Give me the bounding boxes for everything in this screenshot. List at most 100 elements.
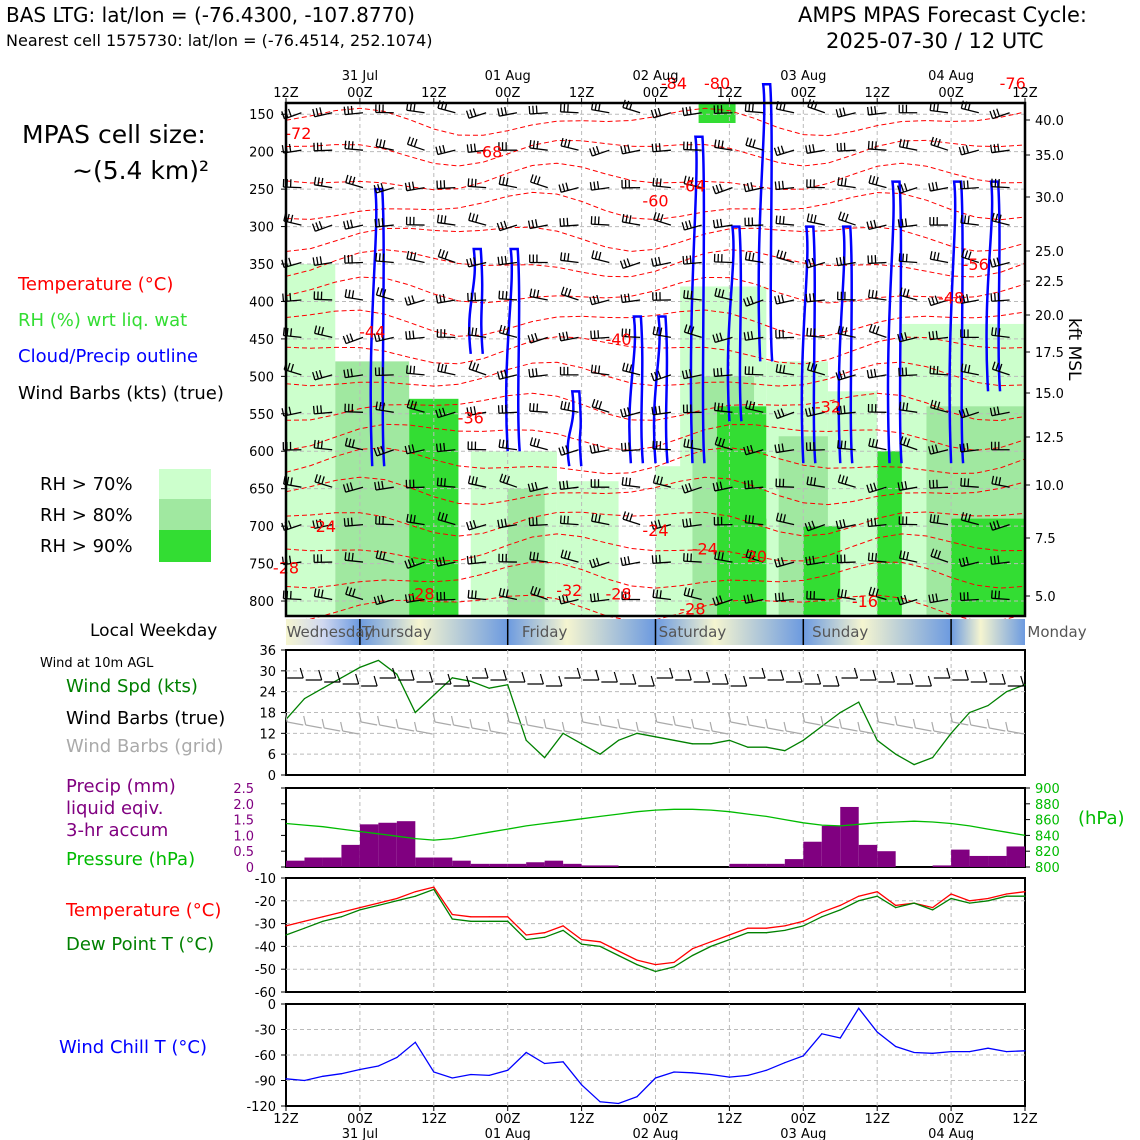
wind-barb [345, 182, 364, 189]
wind-barb-flag [967, 251, 972, 260]
wind-barb-flag [690, 177, 694, 186]
wind-barb [468, 411, 487, 417]
wind-barb-flag [839, 108, 843, 117]
wind-barb-flag [751, 103, 754, 112]
top-date-label: 04 Aug [928, 69, 974, 84]
height-tick-label: 22.5 [1035, 275, 1064, 290]
wind-barb-flag [716, 482, 720, 491]
wind-barb-flag [654, 257, 658, 266]
wind-barb-flag [567, 551, 571, 560]
wind-barb-flag [744, 103, 747, 112]
wind-barb-flag [321, 476, 325, 485]
windchill-line-point [932, 1052, 934, 1054]
wind-barb-flag [313, 588, 317, 597]
wind-barb-flag [345, 586, 349, 595]
wind-barb-flag [963, 180, 966, 189]
wind-barb [376, 145, 394, 151]
bottom-date-label: 02 Aug [632, 1127, 678, 1140]
wind-barb [899, 336, 918, 343]
wind-barb-true [761, 667, 766, 679]
wind-barb-flag [811, 257, 816, 266]
windchill-line-point [876, 1031, 878, 1033]
wind-barb-grid [619, 727, 636, 732]
top-hour-label: 00Z [495, 86, 521, 101]
wind-barb-flag [626, 407, 631, 416]
wind-barb-flag [873, 482, 877, 491]
wind-barb-true [502, 669, 508, 681]
wind-barb-flag [565, 331, 569, 340]
wind-barb-flag [998, 590, 1001, 599]
wind-barb [683, 148, 702, 151]
wind-barb-flag [651, 406, 654, 415]
windchill-line-point [322, 1075, 324, 1077]
wind-barb-flag [382, 139, 386, 149]
wind-barb-flag [717, 139, 721, 149]
wind-barb [714, 486, 733, 492]
wind-barb-flag [343, 518, 346, 527]
wind-barb-true [428, 671, 434, 683]
dewpoint-line-point [396, 900, 398, 902]
wind-barb-flag [810, 214, 814, 223]
temperature-line-point [451, 913, 453, 916]
wind-barb [437, 107, 456, 114]
dewpoint-line-point [932, 909, 934, 911]
wind-barb-flag [469, 521, 473, 530]
windchill-line-point [599, 1101, 601, 1103]
wind-barb-flag [406, 399, 411, 408]
wind-barb-flag [866, 369, 870, 379]
wind-barb [683, 560, 702, 563]
windchill-line-point [433, 1071, 435, 1073]
dewpoint-line-point [710, 945, 712, 948]
wind-barb-flag [898, 138, 902, 147]
wind-barb-flag [928, 331, 931, 340]
temperature-line-point [562, 925, 564, 927]
wind-barb [437, 598, 456, 601]
wind-barb-flag [687, 588, 691, 597]
wind-barb-grid [617, 718, 621, 729]
wind-barb [560, 224, 579, 227]
bottom-date-label: 04 Aug [928, 1127, 974, 1140]
wind-barb-flag [837, 440, 840, 449]
wind-barb-flag [317, 177, 320, 186]
bottom-hour-label: 12Z [273, 1112, 299, 1127]
wind-barb-flag [530, 334, 535, 343]
wind-barb [838, 218, 856, 226]
wind-barb-flag [743, 480, 746, 489]
wind-barb-grid [746, 715, 750, 726]
wind-barb-flag [808, 144, 812, 153]
wind-speed-line-point [359, 666, 361, 668]
temperature-label: -44 [359, 322, 385, 341]
local-weekday-label: Local Weekday [90, 621, 218, 641]
wind-barb-flag [809, 476, 813, 486]
wind-barb [714, 336, 733, 343]
temperature-line-point [1024, 891, 1026, 893]
wind-barb-flag [533, 587, 538, 596]
wind-barb-flag [596, 443, 600, 452]
wind-barb-flag [748, 103, 751, 112]
wind-barb-flag [719, 332, 723, 341]
wind-barb [375, 523, 394, 526]
wind-barb-grid [728, 712, 732, 723]
wind-speed-line-point [470, 680, 472, 682]
wind-barb-flag [782, 514, 786, 523]
windchill-line-point [691, 1072, 694, 1074]
wind-speed-line-point [765, 746, 767, 748]
wind-barb-flag [682, 107, 685, 116]
wind-barb-flag [659, 327, 663, 336]
bottom-hour-label: 00Z [643, 1112, 669, 1127]
wind-barb-flag [806, 213, 810, 222]
wind-barb-flag [282, 327, 285, 336]
wind-speed-line-point [525, 739, 527, 741]
wind-barb-flag [352, 588, 356, 597]
wind-barb-flag [813, 328, 816, 337]
wind-barb [899, 486, 918, 491]
wind-barb-flag [844, 327, 848, 336]
legend-barbs-grid: Wind Barbs (grid) [66, 736, 224, 757]
wind-barb-flag [597, 365, 601, 374]
wind-barb-flag [467, 326, 471, 335]
wind-barb-grid [524, 715, 528, 726]
wind-barb-flag [906, 289, 910, 298]
top-hour-label: 12Z [717, 86, 743, 101]
temperature-line-point [950, 893, 952, 895]
windchill-line-point [581, 1084, 583, 1086]
